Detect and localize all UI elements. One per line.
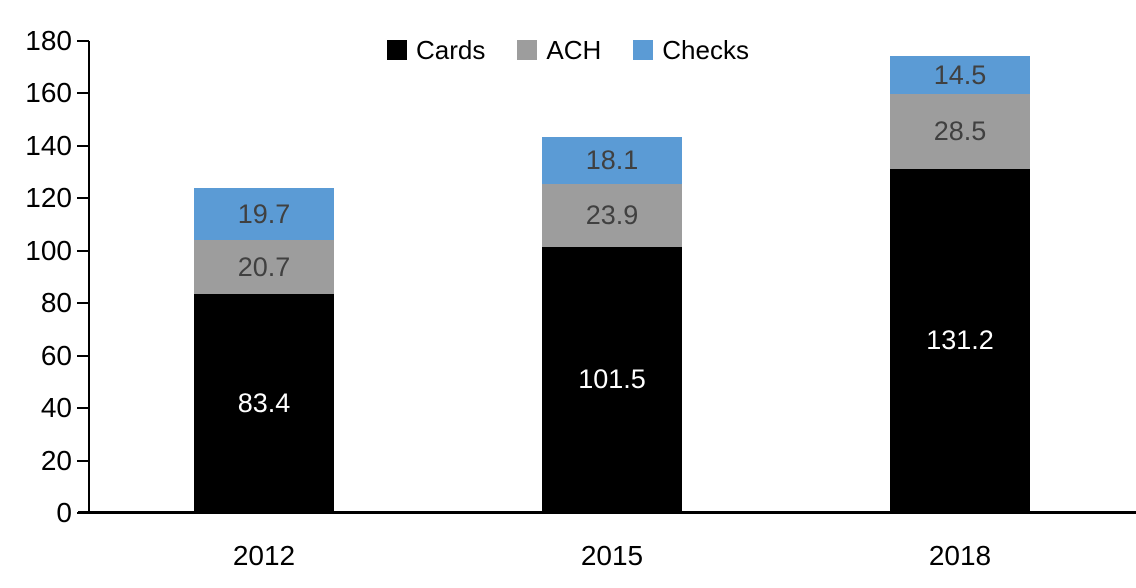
legend-swatch-cards <box>387 40 408 60</box>
y-axis-tick <box>77 512 89 514</box>
bar-segment-cards-2015: 101.5 <box>542 246 682 513</box>
chart-legend: Cards ACH Checks <box>0 36 1136 64</box>
y-axis-label: 20 <box>40 444 72 476</box>
y-axis-tick <box>77 144 89 147</box>
bar-segment-cards-2018: 131.2 <box>890 168 1030 513</box>
bar-segment-checks-2012: 19.7 <box>194 188 334 241</box>
y-axis-label: 120 <box>25 182 72 214</box>
bar-segment-ach-2018: 28.5 <box>890 94 1030 169</box>
bar-segment-checks-2018: 14.5 <box>890 56 1030 95</box>
y-axis-tick <box>77 459 89 462</box>
y-axis-tick <box>77 197 89 200</box>
legend-item-cards: Cards <box>387 36 485 64</box>
bar-value-label: 20.7 <box>237 251 291 282</box>
legend-item-checks: Checks <box>633 36 749 64</box>
legend-item-ach: ACH <box>517 36 601 64</box>
bar-value-label: 23.9 <box>585 200 639 230</box>
legend-label: Cards <box>416 35 486 65</box>
x-axis-label-2018: 2018 <box>928 540 992 571</box>
y-axis-label: 160 <box>25 77 72 109</box>
bar-segment-checks-2015: 18.1 <box>542 136 682 185</box>
legend-swatch-checks <box>633 40 654 60</box>
y-axis-label: 180 <box>25 25 72 56</box>
y-axis-label: 100 <box>25 234 72 266</box>
bar-value-label: 14.5 <box>933 59 987 90</box>
y-axis-tick <box>77 407 89 410</box>
y-axis-label: 60 <box>40 339 72 371</box>
y-axis-label: 80 <box>40 287 72 319</box>
y-axis-tick <box>77 249 89 252</box>
y-axis-tick <box>77 40 89 42</box>
bar-value-label: 28.5 <box>933 116 987 147</box>
y-axis-tick <box>77 354 89 357</box>
legend-label: Checks <box>662 35 749 65</box>
x-axis-label-2012: 2012 <box>232 540 296 571</box>
y-axis-line <box>88 41 90 514</box>
y-axis-label: 0 <box>56 497 72 528</box>
x-axis-label-2015: 2015 <box>580 540 644 571</box>
y-axis-tick <box>77 302 89 305</box>
bar-value-label: 131.2 <box>926 325 994 356</box>
y-axis-label: 140 <box>25 129 72 161</box>
bar-segment-ach-2012: 20.7 <box>194 240 334 295</box>
bar-value-label: 83.4 <box>237 388 291 419</box>
bar-segment-ach-2015: 23.9 <box>542 184 682 247</box>
bar-value-label: 101.5 <box>578 364 646 395</box>
bar-value-label: 18.1 <box>585 144 639 175</box>
legend-swatch-ach <box>517 40 538 60</box>
legend-label: ACH <box>546 35 602 65</box>
y-axis-tick <box>77 92 89 95</box>
bar-value-label: 19.7 <box>237 198 291 229</box>
bar-segment-cards-2012: 83.4 <box>194 294 334 513</box>
y-axis-label: 40 <box>40 392 72 424</box>
